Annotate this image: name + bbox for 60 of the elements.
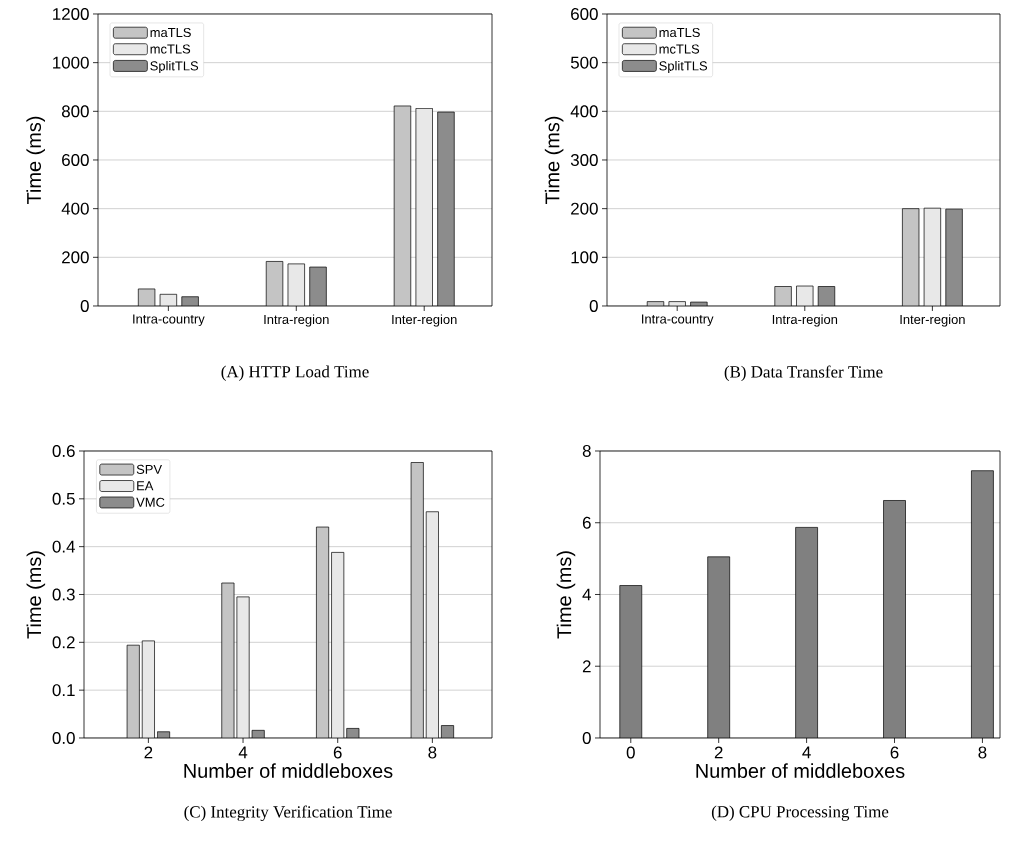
x-tick-label: Inter-region bbox=[392, 314, 457, 327]
y-tick-label: 100 bbox=[571, 251, 598, 264]
y-axis-title: Time (ms) bbox=[556, 551, 576, 639]
y-axis-title: Time (ms) bbox=[544, 116, 564, 204]
y-tick-label: 0.1 bbox=[52, 684, 75, 697]
legend-label: SPV bbox=[136, 464, 162, 474]
y-axis-title: Time (ms) bbox=[26, 551, 46, 639]
y-tick-label: 300 bbox=[570, 153, 598, 166]
y-tick-label: 4 bbox=[582, 588, 591, 601]
x-tick-label: 8 bbox=[978, 746, 987, 759]
x-axis-title: Number of middleboxes bbox=[184, 763, 393, 778]
x-tick-label: 8 bbox=[428, 746, 437, 759]
y-tick-label: 400 bbox=[570, 105, 598, 118]
y-tick-label: 6 bbox=[582, 516, 591, 529]
text: (C) Integrity Verification Time bbox=[184, 805, 392, 822]
y-tick-label: 0 bbox=[582, 731, 591, 744]
x-tick-label: Inter-region bbox=[900, 314, 965, 327]
x-tick-label: 2 bbox=[144, 746, 153, 759]
text: (B) Data Transfer Time bbox=[724, 365, 883, 382]
y-tick-label: 0 bbox=[589, 299, 598, 312]
legend-label: VMC bbox=[136, 497, 165, 507]
y-tick-label: 0.2 bbox=[52, 636, 75, 649]
x-tick-label: 6 bbox=[890, 746, 899, 759]
x-tick-label: 4 bbox=[802, 746, 811, 759]
x-tick-label: 2 bbox=[714, 746, 723, 759]
legend-label: SplitTLS bbox=[659, 60, 708, 74]
y-tick-label: 200 bbox=[62, 251, 89, 264]
y-tick-label: 0.3 bbox=[52, 588, 75, 601]
text: (A) HTTP Load Time bbox=[221, 365, 369, 381]
text: (D) CPU Processing Time bbox=[711, 805, 889, 821]
legend-label: mcTLS bbox=[150, 44, 191, 54]
y-tick-label: 600 bbox=[571, 7, 598, 20]
y-tick-label: 2 bbox=[582, 660, 591, 673]
y-tick-label: 8 bbox=[582, 444, 591, 457]
y-tick-label: 1200 bbox=[53, 7, 89, 20]
y-axis-title: Time (ms) bbox=[26, 116, 45, 204]
y-tick-label: 500 bbox=[570, 56, 598, 69]
y-tick-label: 1000 bbox=[53, 56, 89, 69]
x-tick-label: 6 bbox=[333, 746, 342, 759]
y-tick-label: 0.6 bbox=[52, 444, 75, 457]
legend-label: mcTLS bbox=[659, 44, 700, 54]
x-tick-label: 4 bbox=[238, 746, 248, 759]
y-tick-label: 0.4 bbox=[52, 540, 75, 553]
x-tick-label: Intra-region bbox=[772, 314, 838, 327]
legend-label: SplitTLS bbox=[150, 60, 199, 74]
y-tick-label: 0.0 bbox=[52, 731, 75, 744]
y-tick-label: 0 bbox=[80, 299, 89, 312]
y-tick-label: 200 bbox=[571, 202, 598, 215]
y-tick-label: 0.5 bbox=[52, 492, 75, 505]
legend-label: EA bbox=[137, 481, 154, 491]
y-tick-label: 600 bbox=[62, 153, 89, 166]
legend-label: maTLS bbox=[659, 27, 700, 38]
x-tick-label: Intra-region bbox=[264, 314, 329, 327]
y-tick-label: 800 bbox=[61, 105, 89, 118]
x-tick-label: Intra-country bbox=[642, 314, 714, 327]
x-axis-title: Number of middleboxes bbox=[696, 763, 905, 778]
x-tick-label: Intra-country bbox=[133, 314, 205, 327]
x-tick-label: 0 bbox=[626, 746, 635, 759]
y-tick-label: 400 bbox=[61, 202, 89, 215]
legend-label: maTLS bbox=[150, 27, 191, 38]
